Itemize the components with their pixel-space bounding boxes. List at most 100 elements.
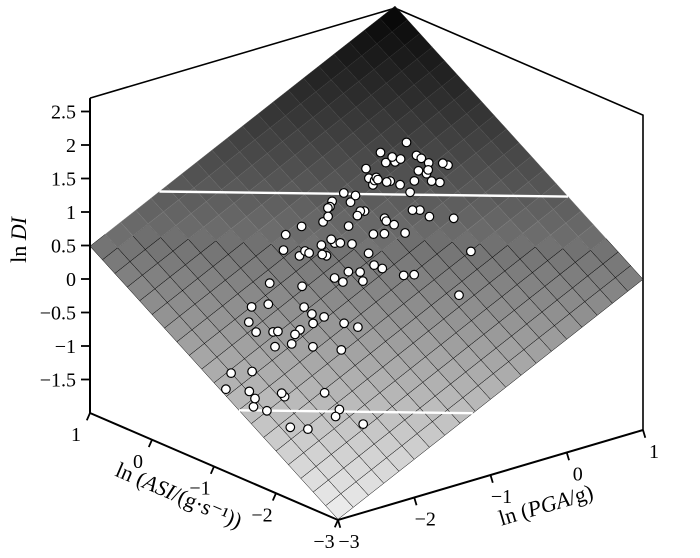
y-axis-title: ln (PGA/g): [496, 479, 596, 531]
scatter-point: [380, 157, 391, 168]
scatter-point: [244, 386, 255, 397]
scatter-point: [426, 176, 437, 187]
scatter-point: [338, 277, 348, 287]
contour-line: [238, 409, 473, 415]
scatter-point: [375, 147, 386, 158]
regression-surface: [89, 5, 644, 520]
z-tick-label: 0.5: [51, 236, 76, 258]
y-axis-tick: [413, 497, 418, 506]
surface-cell: [379, 5, 408, 33]
scatter-point: [296, 221, 307, 232]
y-axis-tick: [565, 452, 570, 461]
x-axis-tick: [271, 492, 277, 501]
scatter-point: [352, 210, 363, 221]
scatter-point: [330, 411, 341, 422]
scatter-point: [316, 240, 327, 251]
scatter-point: [270, 341, 280, 352]
scatter-point: [278, 245, 289, 256]
scatter-point: [377, 263, 388, 274]
scatter-point: [297, 281, 308, 292]
x-axis-title: ln (ASI/(g·s⁻¹)): [112, 457, 246, 533]
scatter-point: [435, 177, 445, 188]
z-tick-label: 0: [66, 269, 76, 291]
scatter-point: [343, 221, 354, 232]
y-tick-label: −1: [491, 486, 512, 508]
scatter-point: [409, 269, 420, 280]
scatter-point: [263, 299, 274, 310]
scatter-point: [280, 229, 291, 240]
scatter-point: [363, 248, 374, 259]
z-tick-label: 1.5: [51, 169, 76, 191]
scatter-point: [409, 175, 420, 186]
contour-line: [159, 190, 569, 198]
scatter-point: [247, 366, 258, 377]
scatter-point: [379, 228, 390, 239]
scatter-point: [368, 229, 379, 240]
scatter-point: [416, 153, 427, 164]
scatter-point: [303, 424, 313, 435]
scatter-point: [273, 326, 283, 337]
z-tick-label: 2: [66, 135, 76, 157]
scatter-point: [395, 154, 406, 164]
scatter-point: [423, 164, 434, 175]
y-axis-tick: [337, 519, 342, 528]
scatter-point: [323, 211, 334, 222]
scatter-point: [405, 187, 416, 198]
scatter-point: [276, 388, 287, 399]
scatter-point: [358, 419, 369, 430]
scatter-point: [387, 152, 398, 162]
scatter-point: [466, 246, 476, 257]
y-tick-label: 1: [649, 441, 659, 463]
scatter-point: [286, 339, 297, 349]
scatter-point: [262, 405, 272, 416]
scatter-point: [347, 239, 357, 249]
scatter-point: [220, 384, 231, 395]
scatter-point: [250, 393, 260, 404]
scatter-point: [401, 137, 412, 148]
scatter-point: [326, 234, 337, 245]
scatter-point: [248, 401, 259, 412]
y-tick-label: −3: [338, 531, 359, 553]
scatter-point: [381, 216, 392, 227]
scatter-point: [454, 290, 464, 301]
scatter-point: [251, 327, 262, 338]
box-back-edges: [89, 7, 644, 430]
scatter-point: [398, 270, 409, 281]
z-axis-title: ln DI: [6, 215, 31, 263]
scatter-point: [424, 211, 435, 222]
scatter-point: [339, 318, 350, 329]
scatter-point: [381, 177, 392, 187]
z-tick-label: 1: [66, 202, 76, 224]
x-tick-label: −2: [251, 504, 272, 526]
x-tick-label: 1: [71, 424, 81, 446]
scatter-point: [308, 341, 318, 352]
scatter-point: [345, 197, 356, 208]
scatter-point: [338, 188, 349, 198]
scatter-point: [343, 266, 354, 277]
scatter-point: [361, 163, 371, 174]
x-axis-tick: [147, 439, 153, 448]
scatter-point: [389, 219, 400, 230]
x-axis-tick: [85, 412, 91, 421]
scatter-points: [220, 137, 476, 435]
scatter-point: [355, 267, 366, 278]
scatter-point: [290, 329, 300, 340]
scatter-point: [369, 260, 380, 271]
scatter-point: [335, 237, 346, 248]
x-axis-tick: [209, 466, 215, 475]
scatter-point: [319, 312, 330, 322]
scatter-point: [407, 205, 418, 216]
z-tick-label: −0.5: [40, 303, 76, 325]
y-axis-tick: [642, 429, 647, 438]
scatter-point: [226, 368, 237, 379]
scatter-point: [350, 190, 361, 201]
scatter-point: [395, 179, 406, 190]
y-tick-label: −2: [415, 509, 436, 531]
scatter-point: [336, 345, 347, 355]
x-tick-label: −3: [313, 531, 334, 553]
y-axis-tick: [489, 474, 494, 483]
scatter-point: [304, 248, 315, 258]
z-tick-label: −1: [55, 336, 76, 358]
